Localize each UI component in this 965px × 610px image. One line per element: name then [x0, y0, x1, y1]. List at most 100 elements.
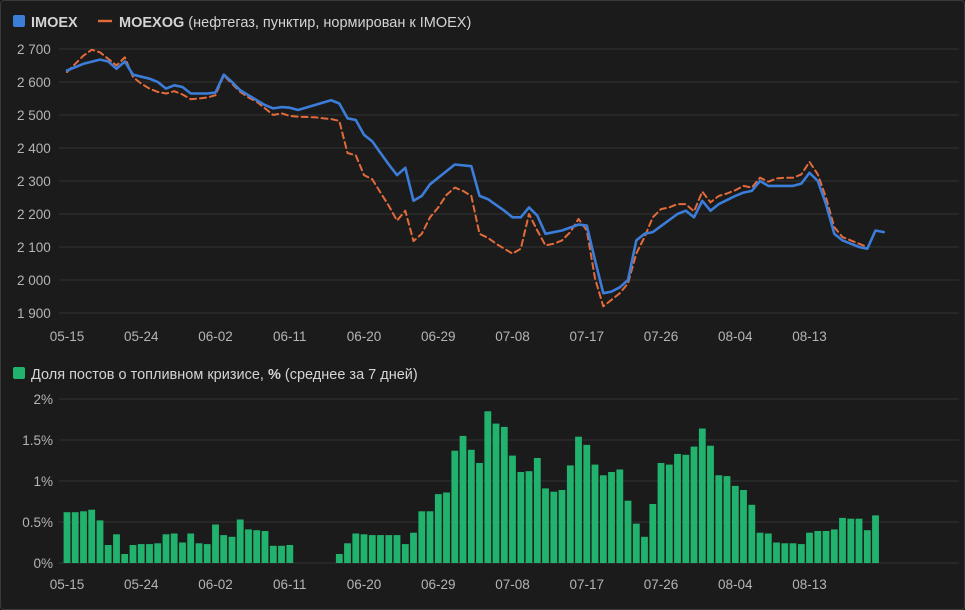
- imoex-legend-label: IMOEX: [31, 15, 78, 31]
- price-y-tick-label: 2 600: [17, 75, 51, 90]
- moexog-legend-note: (нефтегаз, пунктир, нормирован к IMOEX): [184, 15, 471, 31]
- share-x-tick-label: 06-02: [198, 577, 233, 592]
- share-bar: [104, 545, 112, 563]
- share-bar: [187, 533, 195, 563]
- share-bar: [278, 545, 285, 563]
- share-bar: [500, 426, 508, 563]
- share-bar: [261, 531, 269, 563]
- share-bar: [344, 543, 351, 563]
- share-bar: [797, 544, 805, 563]
- moexog-series-line: [66, 48, 869, 308]
- share-bar: [459, 435, 467, 563]
- share-x-tick-label: 05-15: [50, 577, 85, 592]
- share-bar: [426, 511, 434, 563]
- share-bar: [179, 542, 186, 563]
- top-legend: IMOEX MOEXOG (нефтегаз, пунктир, нормиро…: [13, 15, 471, 31]
- share-bar: [113, 534, 120, 563]
- share-bar: [690, 446, 698, 563]
- imoex-legend-swatch: [13, 15, 25, 27]
- share-bar: [715, 475, 723, 563]
- share-bar: [847, 518, 855, 563]
- share-bar: [253, 530, 261, 563]
- price-y-tick-label: 2 400: [17, 141, 51, 156]
- bars-legend-swatch: [13, 367, 25, 379]
- price-y-tick-label: 2 700: [17, 42, 51, 57]
- share-x-tick-label: 08-04: [718, 577, 753, 592]
- share-bar: [764, 533, 772, 563]
- share-bar: [839, 517, 846, 563]
- share-bar: [748, 504, 756, 563]
- share-bar: [467, 449, 475, 563]
- share-bar: [377, 535, 384, 563]
- price-y-tick-label: 2 000: [17, 273, 51, 288]
- share-bar: [575, 436, 582, 563]
- share-bar: [170, 533, 178, 563]
- price-x-tick-label: 06-11: [273, 329, 307, 344]
- share-chart-y-ticks: 0% 0.5% 1% 1.5% 2%: [22, 392, 53, 571]
- share-bar: [517, 472, 525, 563]
- price-x-tick-label: 08-13: [792, 329, 827, 344]
- share-bar: [855, 518, 863, 563]
- share-bar: [245, 529, 252, 563]
- share-chart-bars: [63, 411, 879, 563]
- share-bar: [814, 531, 822, 563]
- share-y-tick-label: 1%: [33, 474, 53, 489]
- share-bar: [484, 411, 492, 563]
- share-bar: [80, 511, 87, 563]
- share-bar: [698, 428, 706, 563]
- price-y-tick-label: 1 900: [17, 306, 51, 321]
- share-bar: [385, 535, 393, 563]
- bottom-legend: Доля постов о топливном кризисе, % (сред…: [13, 367, 418, 383]
- price-x-tick-label: 06-29: [421, 329, 456, 344]
- share-bar: [781, 543, 789, 563]
- share-bar: [789, 543, 797, 563]
- share-x-tick-label: 06-29: [421, 577, 456, 592]
- share-bar: [368, 535, 376, 563]
- share-bar: [129, 545, 137, 563]
- share-bar: [195, 543, 203, 563]
- share-bar: [822, 531, 830, 563]
- price-y-tick-label: 2 300: [17, 174, 51, 189]
- share-bar: [96, 520, 104, 563]
- share-bar: [71, 512, 79, 563]
- share-bar: [451, 450, 459, 563]
- share-bar: [674, 453, 681, 563]
- share-bar: [154, 543, 162, 563]
- bars-legend-title: Доля постов о топливном кризисе,: [31, 367, 268, 383]
- share-bar: [608, 472, 615, 563]
- price-chart-grid: [59, 48, 959, 314]
- price-x-tick-label: 05-15: [50, 329, 85, 344]
- price-x-tick-label: 05-24: [124, 329, 159, 344]
- share-bar: [121, 554, 129, 563]
- price-x-tick-label: 08-04: [718, 329, 753, 344]
- share-bar: [212, 524, 219, 563]
- share-bar: [723, 476, 731, 563]
- moexog-legend-label: MOEXOG (нефтегаз, пунктир, нормирован к …: [119, 15, 471, 31]
- share-x-tick-label: 06-11: [273, 577, 307, 592]
- share-y-tick-label: 2%: [33, 392, 53, 407]
- share-bar: [401, 544, 409, 563]
- share-bar: [806, 532, 813, 563]
- share-bar: [542, 488, 549, 563]
- moexog-legend-name: MOEXOG: [119, 15, 184, 31]
- imoex-series-line: [65, 58, 886, 295]
- share-bar: [269, 545, 277, 563]
- share-bar: [352, 533, 360, 563]
- share-bar: [649, 504, 657, 563]
- share-bar: [63, 512, 71, 563]
- bars-legend-unit: %: [268, 367, 281, 383]
- share-y-tick-label: 0.5%: [22, 515, 53, 530]
- share-bar: [682, 454, 690, 563]
- price-x-tick-label: 06-02: [198, 329, 233, 344]
- share-bar: [665, 464, 673, 563]
- share-bar: [146, 544, 153, 563]
- share-bar: [162, 534, 170, 563]
- share-bar: [492, 423, 500, 563]
- share-bar: [830, 529, 838, 563]
- share-bar: [360, 534, 368, 563]
- share-y-tick-label: 0%: [33, 556, 53, 571]
- share-x-tick-label: 07-17: [569, 577, 604, 592]
- share-bar: [756, 532, 764, 563]
- price-chart-x-ticks: 05-15 05-24 06-02 06-11 06-20 06-29 07-08 07-17…: [50, 329, 827, 344]
- price-x-tick-label: 07-08: [495, 329, 530, 344]
